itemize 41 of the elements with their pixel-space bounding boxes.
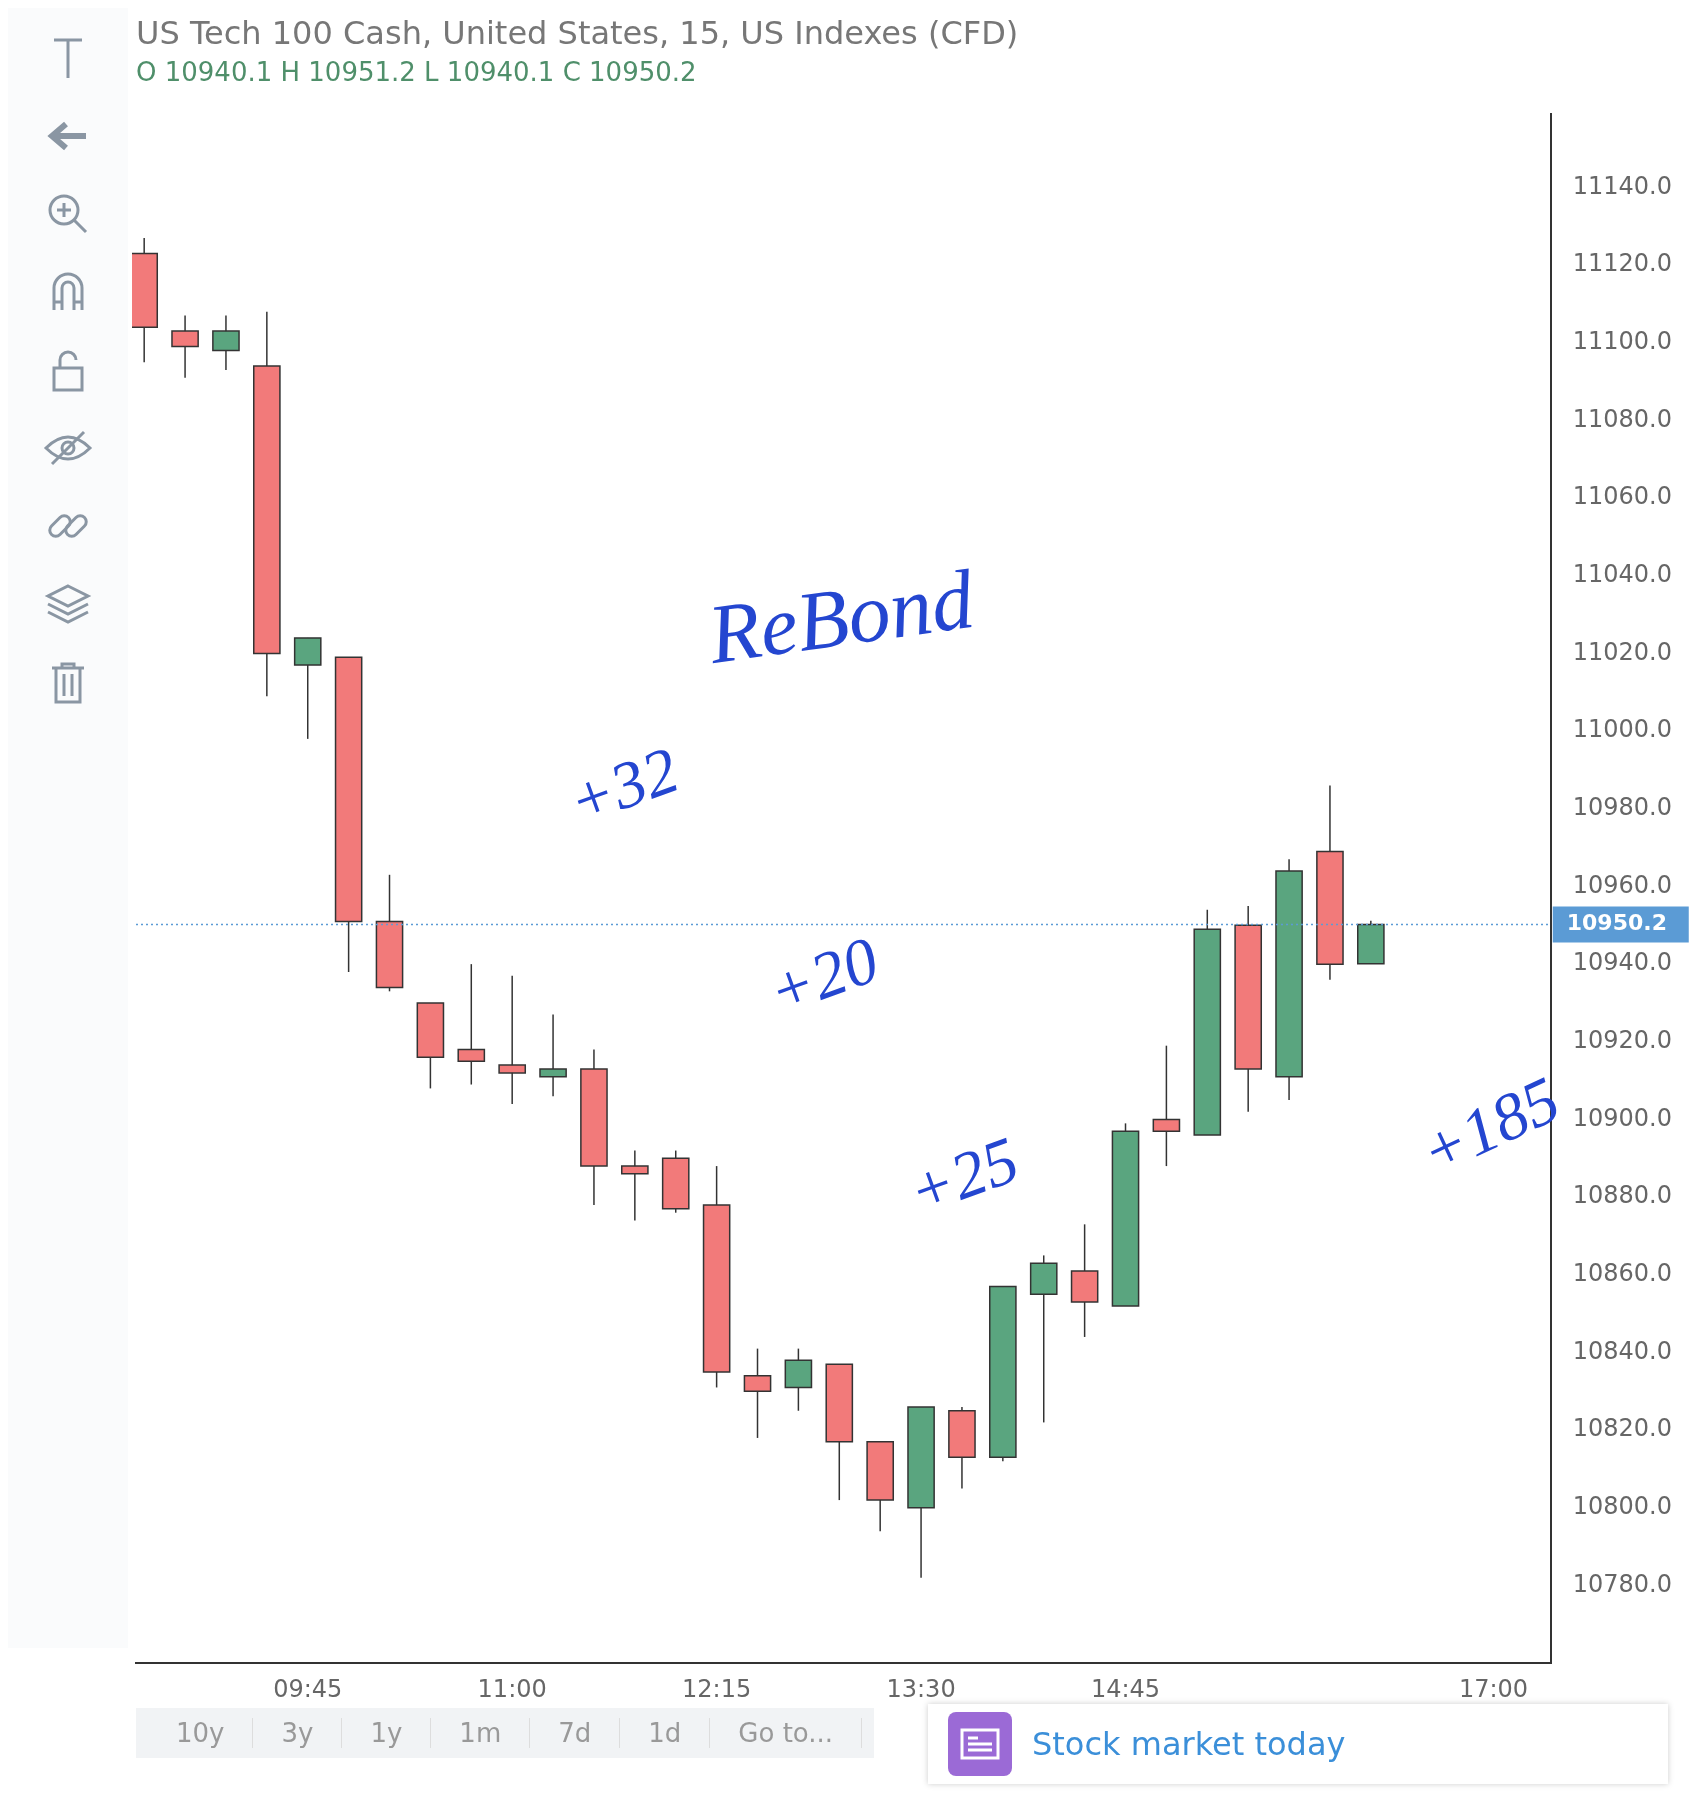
y-tick-label: 11060.0 [1572, 482, 1672, 511]
text: 10y [148, 1718, 254, 1748]
y-tick-label: 11120.0 [1572, 249, 1672, 278]
text: 1y [342, 1718, 432, 1748]
y-tick-label: 10780.0 [1572, 1569, 1672, 1598]
y-tick-label: 10860.0 [1572, 1259, 1672, 1288]
text: Stock market today [1032, 1725, 1346, 1763]
text: Go to... [710, 1718, 863, 1748]
text: 1m [431, 1718, 531, 1748]
y-tick-label: 10940.0 [1572, 948, 1672, 977]
y-tick-label: 10900.0 [1572, 1103, 1672, 1132]
x-tick-label: 11:00 [477, 1674, 547, 1703]
y-tick-label: 10800.0 [1572, 1492, 1672, 1521]
x-tick-label: 17:00 [1458, 1674, 1529, 1703]
y-tick-label: 10820.0 [1572, 1414, 1672, 1443]
x-tick-label: 13:30 [886, 1674, 956, 1703]
y-tick-label: 10840.0 [1572, 1336, 1672, 1365]
y-tick-label: 11080.0 [1572, 404, 1672, 433]
y-tick-label: 11000.0 [1572, 715, 1672, 744]
y-tick-label: 11100.0 [1572, 326, 1672, 355]
x-tick-label: 14:45 [1090, 1674, 1161, 1703]
y-tick-label: 11020.0 [1572, 637, 1672, 666]
annotation: +20 [758, 921, 889, 1031]
annotation: +32 [558, 731, 689, 841]
annotation: +185 [1408, 1061, 1571, 1191]
ref-line-label: 10950.2 [1566, 910, 1667, 936]
x-tick-label: 12:15 [682, 1674, 752, 1703]
annotation: +25 [898, 1121, 1029, 1231]
x-tick-label: 09:45 [273, 1674, 343, 1703]
y-tick-label: 10880.0 [1572, 1181, 1672, 1210]
y-tick-label: 10920.0 [1572, 1026, 1672, 1055]
y-tick-label: 11040.0 [1572, 560, 1672, 588]
y-tick-label: 11140.0 [1572, 171, 1672, 200]
chart-subtitle: O 10940.1 H 10951.2 L 10940.1 C 10950.2 [136, 56, 697, 87]
annotation: ReBond [702, 550, 980, 684]
text: 7d [530, 1718, 621, 1748]
chart-title: US Tech 100 Cash, United States, 15, US Indexes (CFD) [136, 13, 1019, 52]
y-tick-label: 10980.0 [1572, 793, 1672, 822]
y-tick-label: 10960.0 [1572, 870, 1672, 899]
text: 1d [620, 1718, 711, 1748]
text: 3y [253, 1718, 343, 1748]
